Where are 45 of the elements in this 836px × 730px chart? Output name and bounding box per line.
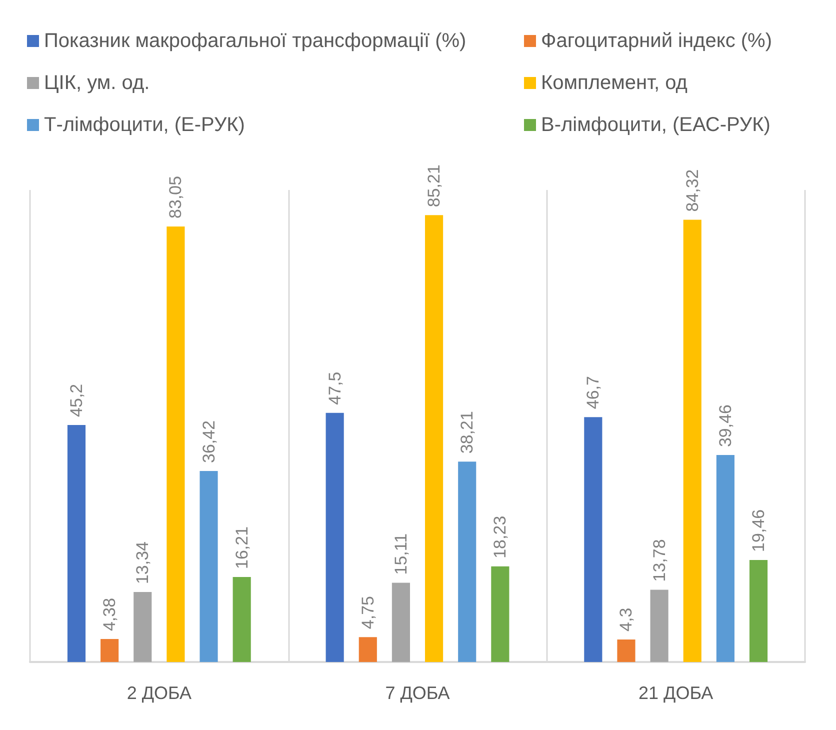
bar (425, 215, 444, 662)
bar (749, 560, 768, 662)
bar (166, 226, 185, 662)
bar (134, 592, 152, 662)
data-label: 36,42 (199, 420, 218, 463)
bar (100, 639, 119, 662)
bar (200, 470, 218, 662)
x-tick-label: 2 ДОБА (126, 683, 192, 703)
data-label: 18,23 (490, 516, 510, 558)
bar (584, 417, 602, 662)
data-label: 84,32 (682, 169, 702, 212)
legend-label: ЦІК, ум. од. (44, 72, 150, 94)
data-label: 39,46 (716, 404, 735, 448)
data-label: 46,7 (584, 376, 603, 410)
bar (458, 462, 476, 662)
bar (716, 455, 734, 662)
data-label: 83,05 (166, 176, 186, 218)
data-label: 15,11 (391, 533, 410, 575)
data-label: 85,21 (424, 164, 444, 208)
legend-label: Показник макрофагальної трансформації (%) (44, 30, 466, 52)
bar (683, 220, 702, 662)
bar (650, 590, 668, 662)
data-label: 47,5 (325, 372, 344, 405)
data-label: 4,38 (100, 598, 120, 632)
bar (326, 412, 344, 662)
data-label: 19,46 (749, 509, 768, 552)
bar (617, 639, 636, 662)
x-tick-label: 7 ДОБА (385, 683, 450, 703)
data-label: 38,21 (458, 411, 477, 454)
bar (491, 566, 510, 662)
bar (67, 424, 86, 662)
data-label: 4,75 (358, 596, 378, 630)
data-label: 4,3 (616, 608, 636, 632)
legend-label: Комплемент, од (541, 72, 688, 94)
data-label: 13,78 (650, 539, 669, 582)
bar (232, 576, 251, 662)
bar (358, 637, 377, 662)
legend-label: Т-лімфоцити, (Е-РУК) (44, 114, 245, 136)
data-label: 13,34 (133, 541, 152, 584)
data-label: 16,21 (232, 526, 252, 569)
data-label: 45,2 (66, 384, 86, 417)
bar (392, 582, 410, 662)
legend-label: Фагоцитарний індекс (%) (541, 30, 772, 52)
legend-label: В-лімфоцити, (ЕАС-РУК) (541, 114, 770, 136)
x-tick-label: 21 ДОБА (638, 683, 714, 703)
